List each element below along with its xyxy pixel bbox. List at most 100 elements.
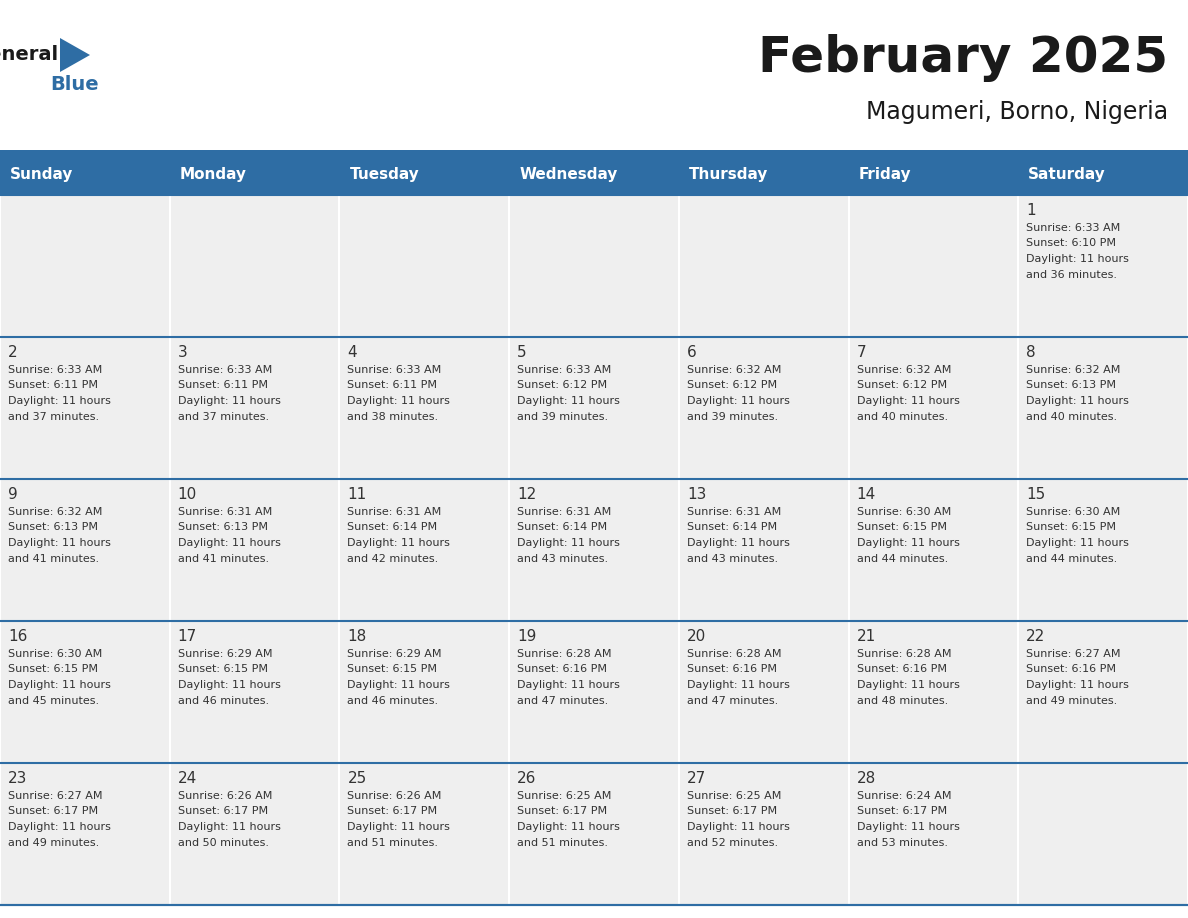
Text: Sunrise: 6:32 AM: Sunrise: 6:32 AM [1026, 365, 1120, 375]
Bar [1018, 337, 1188, 479]
Text: 10: 10 [178, 487, 197, 502]
Bar [340, 479, 510, 621]
Text: Sunrise: 6:29 AM: Sunrise: 6:29 AM [347, 649, 442, 659]
Text: Sunset: 6:15 PM: Sunset: 6:15 PM [857, 522, 947, 532]
Bar [0, 621, 170, 763]
Text: and 38 minutes.: and 38 minutes. [347, 411, 438, 421]
Text: Daylight: 11 hours: Daylight: 11 hours [687, 396, 790, 406]
Text: and 50 minutes.: and 50 minutes. [178, 837, 268, 847]
Text: Daylight: 11 hours: Daylight: 11 hours [1026, 396, 1129, 406]
Text: Sunrise: 6:28 AM: Sunrise: 6:28 AM [517, 649, 612, 659]
Text: and 51 minutes.: and 51 minutes. [517, 837, 608, 847]
Text: and 36 minutes.: and 36 minutes. [1026, 270, 1117, 279]
Text: 7: 7 [857, 345, 866, 360]
Text: Sunrise: 6:33 AM: Sunrise: 6:33 AM [517, 365, 612, 375]
Text: 6: 6 [687, 345, 696, 360]
Text: Sunrise: 6:24 AM: Sunrise: 6:24 AM [857, 791, 952, 801]
Text: 9: 9 [8, 487, 18, 502]
Text: Wednesday: Wednesday [519, 167, 618, 183]
Bar [170, 763, 340, 905]
Text: 19: 19 [517, 629, 537, 644]
Text: and 44 minutes.: and 44 minutes. [1026, 554, 1118, 564]
Text: Daylight: 11 hours: Daylight: 11 hours [178, 396, 280, 406]
Text: Sunrise: 6:30 AM: Sunrise: 6:30 AM [8, 649, 102, 659]
Text: 8: 8 [1026, 345, 1036, 360]
Bar [1018, 479, 1188, 621]
Text: 26: 26 [517, 771, 537, 786]
Text: Sunset: 6:13 PM: Sunset: 6:13 PM [178, 522, 267, 532]
Text: 1: 1 [1026, 203, 1036, 218]
Text: Sunset: 6:11 PM: Sunset: 6:11 PM [178, 380, 267, 390]
Bar [678, 195, 848, 337]
Text: Sunset: 6:16 PM: Sunset: 6:16 PM [687, 665, 777, 675]
Text: Sunset: 6:11 PM: Sunset: 6:11 PM [8, 380, 97, 390]
Text: Sunset: 6:15 PM: Sunset: 6:15 PM [8, 665, 97, 675]
Text: and 43 minutes.: and 43 minutes. [517, 554, 608, 564]
Bar [0, 763, 170, 905]
Text: Daylight: 11 hours: Daylight: 11 hours [347, 680, 450, 690]
Text: Daylight: 11 hours: Daylight: 11 hours [857, 822, 960, 832]
Text: Sunset: 6:17 PM: Sunset: 6:17 PM [8, 807, 99, 816]
Text: Daylight: 11 hours: Daylight: 11 hours [1026, 680, 1129, 690]
Text: Blue: Blue [51, 75, 100, 95]
Bar [678, 621, 848, 763]
Text: Sunset: 6:13 PM: Sunset: 6:13 PM [8, 522, 97, 532]
Text: 17: 17 [178, 629, 197, 644]
Bar [0, 479, 170, 621]
Text: 23: 23 [8, 771, 27, 786]
Text: and 46 minutes.: and 46 minutes. [178, 696, 268, 706]
Text: Daylight: 11 hours: Daylight: 11 hours [178, 538, 280, 548]
Text: Daylight: 11 hours: Daylight: 11 hours [347, 822, 450, 832]
Text: Sunset: 6:14 PM: Sunset: 6:14 PM [347, 522, 437, 532]
Text: Daylight: 11 hours: Daylight: 11 hours [687, 538, 790, 548]
Text: and 43 minutes.: and 43 minutes. [687, 554, 778, 564]
Text: and 45 minutes.: and 45 minutes. [8, 696, 99, 706]
Text: Sunset: 6:14 PM: Sunset: 6:14 PM [517, 522, 607, 532]
Text: Sunset: 6:16 PM: Sunset: 6:16 PM [857, 665, 947, 675]
Text: 2: 2 [8, 345, 18, 360]
Text: 20: 20 [687, 629, 706, 644]
Text: Sunrise: 6:31 AM: Sunrise: 6:31 AM [687, 507, 781, 517]
Text: and 39 minutes.: and 39 minutes. [517, 411, 608, 421]
Text: Sunset: 6:12 PM: Sunset: 6:12 PM [857, 380, 947, 390]
Text: Sunset: 6:15 PM: Sunset: 6:15 PM [347, 665, 437, 675]
Text: Sunday: Sunday [10, 167, 74, 183]
Text: and 42 minutes.: and 42 minutes. [347, 554, 438, 564]
Text: Daylight: 11 hours: Daylight: 11 hours [857, 680, 960, 690]
Text: and 52 minutes.: and 52 minutes. [687, 837, 778, 847]
Text: and 47 minutes.: and 47 minutes. [517, 696, 608, 706]
Bar [1018, 621, 1188, 763]
Text: Sunrise: 6:33 AM: Sunrise: 6:33 AM [1026, 223, 1120, 233]
Text: and 41 minutes.: and 41 minutes. [8, 554, 99, 564]
Text: Daylight: 11 hours: Daylight: 11 hours [1026, 538, 1129, 548]
Text: Sunset: 6:13 PM: Sunset: 6:13 PM [1026, 380, 1117, 390]
Text: and 44 minutes.: and 44 minutes. [857, 554, 948, 564]
Bar [340, 763, 510, 905]
Bar [170, 621, 340, 763]
Text: Sunset: 6:17 PM: Sunset: 6:17 PM [857, 807, 947, 816]
Text: Sunset: 6:17 PM: Sunset: 6:17 PM [687, 807, 777, 816]
Text: Sunset: 6:17 PM: Sunset: 6:17 PM [517, 807, 607, 816]
Text: Sunrise: 6:25 AM: Sunrise: 6:25 AM [517, 791, 612, 801]
Bar [848, 621, 1018, 763]
Text: Tuesday: Tuesday [349, 167, 419, 183]
Bar [340, 337, 510, 479]
Text: and 37 minutes.: and 37 minutes. [8, 411, 99, 421]
Text: Daylight: 11 hours: Daylight: 11 hours [687, 680, 790, 690]
Text: Daylight: 11 hours: Daylight: 11 hours [347, 396, 450, 406]
Text: Sunrise: 6:29 AM: Sunrise: 6:29 AM [178, 649, 272, 659]
Polygon shape [61, 38, 90, 72]
Text: General: General [0, 46, 58, 64]
Bar [848, 195, 1018, 337]
Text: 18: 18 [347, 629, 367, 644]
Text: Daylight: 11 hours: Daylight: 11 hours [8, 680, 110, 690]
Text: 16: 16 [8, 629, 27, 644]
Bar [848, 763, 1018, 905]
Text: Sunset: 6:16 PM: Sunset: 6:16 PM [517, 665, 607, 675]
Bar [170, 479, 340, 621]
Text: Sunrise: 6:30 AM: Sunrise: 6:30 AM [857, 507, 950, 517]
Text: Sunset: 6:11 PM: Sunset: 6:11 PM [347, 380, 437, 390]
Text: Saturday: Saturday [1029, 167, 1106, 183]
Text: Sunrise: 6:26 AM: Sunrise: 6:26 AM [347, 791, 442, 801]
Text: Daylight: 11 hours: Daylight: 11 hours [687, 822, 790, 832]
